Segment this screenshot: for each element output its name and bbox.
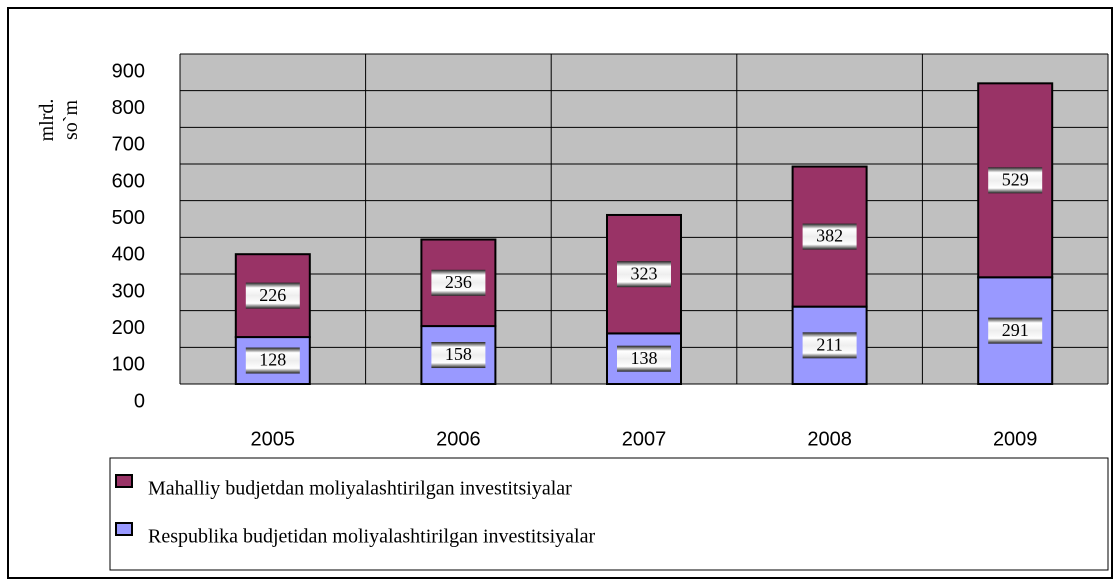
- value-label-box: [431, 342, 486, 369]
- value-label-box: [617, 261, 671, 288]
- value-label-box: [431, 269, 486, 296]
- legend-label: Respublika budjetidan moliyalashtirilgan…: [148, 526, 595, 548]
- y-tick-label: 200: [112, 317, 145, 339]
- legend-swatch: [115, 474, 133, 488]
- x-tick-label: 2005: [251, 428, 296, 450]
- value-label: 529: [1002, 169, 1029, 189]
- value-label-box: [988, 317, 1043, 344]
- y-axis-label: mlrd. so`m: [36, 99, 82, 142]
- value-label-box: [245, 282, 300, 309]
- value-label: 382: [816, 226, 843, 246]
- value-label-box: [802, 332, 857, 359]
- y-tick-label: 300: [112, 280, 145, 302]
- value-label-box: [617, 345, 671, 372]
- legend: [109, 457, 1109, 571]
- value-label: 211: [816, 334, 842, 354]
- x-tick-label: 2007: [622, 428, 667, 450]
- y-tick-label: 600: [112, 170, 145, 192]
- value-label: 158: [445, 344, 472, 364]
- legend-label: Mahalliy budjetdan moliyalashtirilgan in…: [148, 478, 572, 500]
- y-tick-label: 100: [112, 354, 145, 376]
- x-tick-label: 2009: [993, 428, 1038, 450]
- value-label: 291: [1002, 320, 1029, 340]
- value-label: 236: [445, 272, 472, 292]
- value-label: 128: [259, 350, 286, 370]
- y-tick-label: 900: [112, 60, 145, 82]
- value-label: 226: [259, 285, 286, 305]
- value-label: 323: [631, 263, 658, 283]
- x-tick-label: 2006: [436, 428, 481, 450]
- x-tick-label: 2008: [807, 428, 852, 450]
- value-label-box: [802, 223, 857, 250]
- legend-swatch: [115, 522, 133, 536]
- value-label: 138: [631, 348, 658, 368]
- value-label-box: [988, 167, 1043, 194]
- y-tick-label: 700: [112, 134, 145, 156]
- y-tick-label: 400: [112, 244, 145, 266]
- y-axis-label-line: mlrd.: [36, 99, 58, 142]
- value-label-box: [245, 347, 300, 374]
- y-tick-label: 500: [112, 207, 145, 229]
- y-tick-label: 0: [134, 390, 145, 412]
- y-axis-label-line: so`m: [60, 100, 82, 140]
- y-tick-label: 800: [112, 97, 145, 119]
